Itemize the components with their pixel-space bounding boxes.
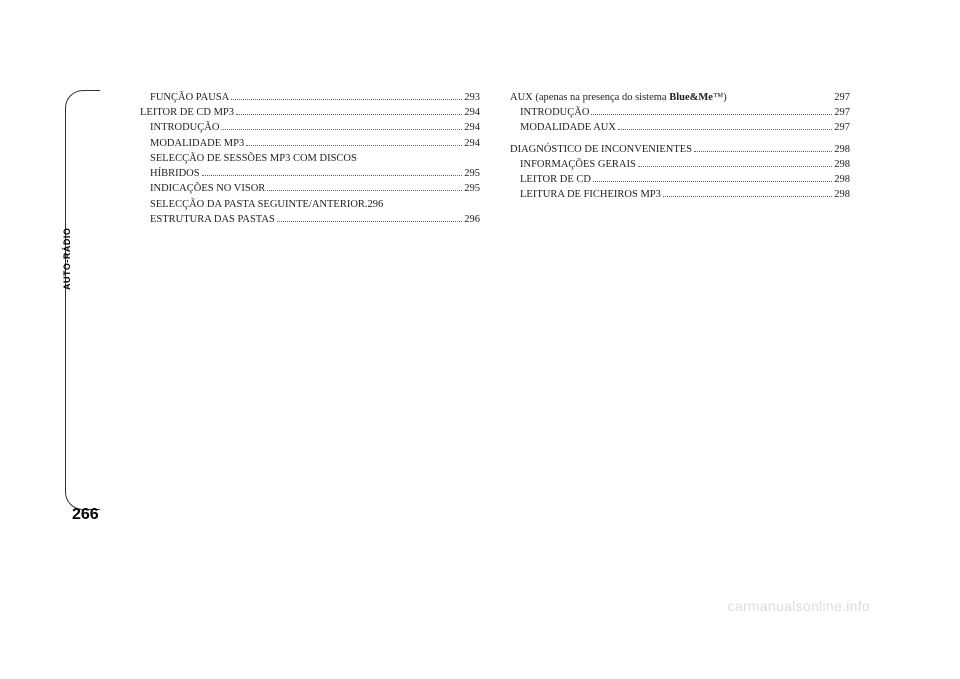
- toc-dots: [246, 137, 462, 145]
- toc-page: 298: [834, 157, 850, 172]
- toc-label: AUX (apenas na presença do sistema Blue&…: [510, 90, 727, 105]
- toc-page: 293: [464, 90, 480, 105]
- toc-page: 296: [464, 212, 480, 227]
- toc-label: SELECÇÃO DE SESSÕES MP3 COM DISCOS: [150, 151, 357, 166]
- toc-label: MODALIDADE AUX: [520, 120, 616, 135]
- toc-dots: [202, 168, 463, 176]
- toc-page: 294: [464, 120, 480, 135]
- toc-page: 294: [464, 136, 480, 151]
- left-column: FUNÇÃO PAUSA293LEITOR DE CD MP3294INTROD…: [140, 90, 480, 227]
- toc-label: ESTRUTURA DAS PASTAS: [150, 212, 275, 227]
- toc-line: INDICAÇÕES NO VISOR 295: [140, 181, 480, 196]
- toc-dots: [593, 174, 832, 182]
- toc-label: SELECÇÃO DA PASTA SEGUINTE/ANTERIOR: [150, 197, 365, 212]
- toc-dots: [221, 122, 462, 130]
- toc-line: LEITOR DE CD MP3 294: [140, 105, 480, 120]
- toc-line: FUNÇÃO PAUSA 293: [140, 90, 480, 105]
- toc-line: DIAGNÓSTICO DE INCONVENIENTES 298: [510, 142, 850, 157]
- toc-label: LEITOR DE CD MP3: [140, 105, 234, 120]
- page-number: 266: [72, 506, 99, 524]
- toc-page: 294: [464, 105, 480, 120]
- right-column: AUX (apenas na presença do sistema Blue&…: [510, 90, 850, 227]
- toc-line: INTRODUÇÃO 294: [140, 120, 480, 135]
- toc-line: HÍBRIDOS 295: [140, 166, 480, 181]
- toc-line: AUX (apenas na presença do sistema Blue&…: [510, 90, 850, 105]
- toc-dots: [591, 107, 832, 115]
- toc-line: MODALIDADE MP3 294: [140, 136, 480, 151]
- toc-dots: [618, 122, 832, 130]
- toc-page: 298: [834, 187, 850, 202]
- toc-page: 297: [834, 90, 850, 105]
- toc-label: INFORMAÇÕES GERAIS: [520, 157, 636, 172]
- toc-label: INDICAÇÕES NO VISOR: [150, 181, 265, 196]
- toc-line: LEITOR DE CD 298: [510, 172, 850, 187]
- toc-line: MODALIDADE AUX 297: [510, 120, 850, 135]
- toc-label: HÍBRIDOS: [150, 166, 200, 181]
- page-container: AUTO-RÁDIO 266 FUNÇÃO PAUSA293LEITOR DE …: [0, 0, 960, 679]
- toc-label: LEITOR DE CD: [520, 172, 591, 187]
- toc-dots: [638, 158, 832, 166]
- toc-line: INTRODUÇÃO 297: [510, 105, 850, 120]
- toc-dots: [236, 107, 462, 115]
- toc-label: FUNÇÃO PAUSA: [150, 90, 229, 105]
- toc-page: 296: [368, 197, 384, 212]
- toc-dots: [231, 92, 462, 100]
- toc-label: INTRODUÇÃO: [150, 120, 219, 135]
- toc-line: SELECÇÃO DE SESSÕES MP3 COM DISCOS: [140, 151, 480, 166]
- watermark: carmanualsonline.info: [728, 598, 871, 614]
- side-label: AUTO-RÁDIO: [62, 228, 72, 290]
- toc-page: 298: [834, 172, 850, 187]
- toc-label: LEITURA DE FICHEIROS MP3: [520, 187, 661, 202]
- toc-dots: [277, 213, 462, 221]
- toc-line: INFORMAÇÕES GERAIS 298: [510, 157, 850, 172]
- toc-page: 295: [464, 166, 480, 181]
- side-tab-border: [65, 90, 100, 510]
- toc-dots: [694, 143, 832, 151]
- toc-line: LEITURA DE FICHEIROS MP3 298: [510, 187, 850, 202]
- toc-dots: [663, 189, 832, 197]
- toc-columns: FUNÇÃO PAUSA293LEITOR DE CD MP3294INTROD…: [140, 90, 850, 227]
- toc-label: INTRODUÇÃO: [520, 105, 589, 120]
- toc-page: 295: [464, 181, 480, 196]
- toc-page: 297: [834, 105, 850, 120]
- toc-label: DIAGNÓSTICO DE INCONVENIENTES: [510, 142, 692, 157]
- toc-dots: [267, 183, 462, 191]
- toc-page: 297: [834, 120, 850, 135]
- toc-page: 298: [834, 142, 850, 157]
- toc-line: ESTRUTURA DAS PASTAS 296: [140, 212, 480, 227]
- toc-line: SELECÇÃO DA PASTA SEGUINTE/ANTERIOR .296: [140, 197, 480, 212]
- toc-label: MODALIDADE MP3: [150, 136, 244, 151]
